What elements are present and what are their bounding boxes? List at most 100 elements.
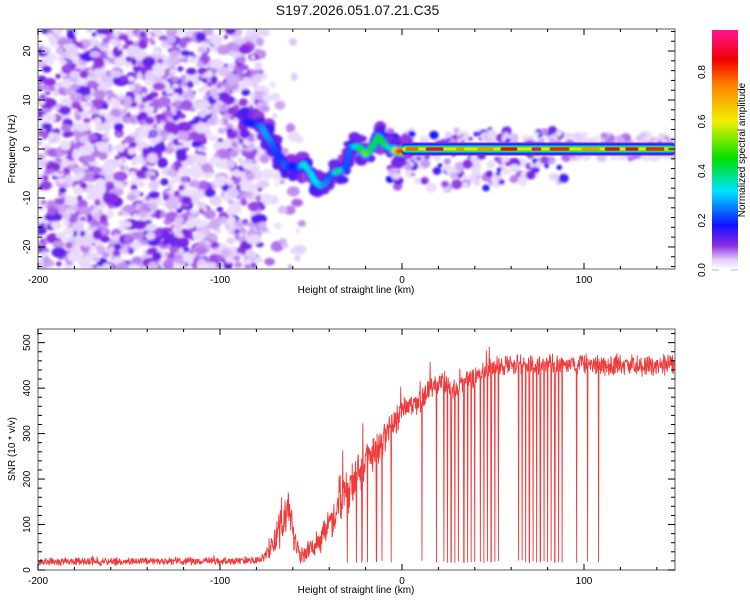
noise-speckle [43, 77, 57, 87]
noise-speckle [244, 265, 251, 269]
noise-speckle [62, 44, 69, 49]
noise-speckle [238, 232, 244, 238]
noise-speckle [180, 81, 188, 87]
noise-speckle [244, 255, 249, 260]
spectrogram-x-tick-label: 0 [399, 275, 405, 286]
noise-speckle [50, 220, 62, 230]
signal-halo [295, 151, 310, 160]
noise-speckle [64, 195, 78, 206]
snr-y-tick-label: 0 [22, 567, 33, 573]
sideband-speckle [509, 163, 520, 173]
sideband-speckle [474, 180, 481, 186]
signal-track-core [342, 165, 349, 172]
noise-speckle [165, 256, 174, 268]
noise-speckle [153, 75, 163, 85]
noise-speckle [245, 234, 262, 245]
noise-speckle [80, 182, 88, 189]
snr-x-tick-label: -100 [210, 576, 230, 587]
noise-speckle [47, 206, 57, 216]
sideband-speckle [468, 136, 473, 141]
sideband-speckle [449, 172, 458, 180]
noise-speckle [121, 221, 132, 228]
noise-speckle [60, 139, 71, 151]
noise-speckle [60, 123, 72, 133]
noise-speckle [38, 157, 47, 169]
noise-speckle [186, 55, 194, 63]
sideband-speckle [529, 135, 535, 140]
noise-speckle [117, 96, 123, 102]
noise-speckle [255, 37, 264, 47]
noise-speckle [227, 131, 237, 140]
noise-speckle [240, 80, 250, 88]
noise-speckle [52, 89, 60, 97]
noise-speckle [220, 86, 226, 92]
noise-speckle [181, 196, 192, 205]
noise-speckle [42, 175, 49, 181]
noise-speckle [116, 132, 122, 137]
noise-speckle [46, 224, 52, 230]
noise-speckle [55, 261, 62, 267]
sideband-speckle [600, 137, 606, 143]
noise-speckle [134, 209, 140, 215]
noise-speckle [226, 75, 240, 86]
noise-speckle [126, 193, 137, 201]
noise-speckle [51, 247, 67, 258]
noise-speckle [182, 246, 190, 252]
noise-speckle [233, 255, 241, 261]
noise-speckle [92, 256, 101, 263]
noise-speckle [118, 33, 129, 41]
noise-speckle [82, 143, 95, 152]
noise-speckle [201, 43, 210, 49]
sideband-speckle [462, 135, 471, 142]
carrier-hotspot [604, 147, 620, 151]
sideband-speckle [432, 166, 442, 175]
noise-speckle [259, 105, 270, 113]
noise-speckle [284, 205, 296, 215]
sideband-speckle [538, 137, 545, 144]
noise-speckle [270, 240, 284, 252]
noise-speckle [128, 83, 135, 91]
noise-speckle [251, 164, 261, 172]
colorbar-tick-label: 0.0 [697, 263, 708, 277]
sideband-speckle [503, 126, 511, 133]
sideband-speckle [644, 133, 651, 140]
noise-speckle [94, 122, 104, 132]
noise-speckle [177, 66, 184, 72]
noise-speckle [252, 29, 262, 35]
noise-speckle [97, 149, 108, 161]
noise-speckle [182, 229, 190, 238]
noise-speckle [113, 33, 119, 38]
noise-speckle [71, 84, 80, 90]
noise-speckle [147, 261, 159, 269]
noise-speckle [102, 220, 108, 227]
noise-speckle [256, 179, 270, 189]
noise-speckle [226, 158, 236, 169]
noise-speckle [93, 68, 104, 77]
noise-speckle [170, 68, 177, 75]
noise-speckle [152, 82, 166, 91]
snr-y-tick-label: 200 [22, 470, 33, 487]
noise-speckle [108, 38, 118, 46]
spectrogram-x-tick-label: -100 [210, 275, 230, 286]
noise-speckle [245, 197, 251, 202]
noise-speckle [91, 39, 100, 46]
noise-speckle [84, 255, 91, 261]
noise-speckle [52, 29, 64, 35]
noise-speckle [138, 111, 148, 120]
carrier-hotspot [581, 147, 600, 151]
noise-speckle [79, 109, 91, 118]
noise-speckle [285, 123, 296, 133]
noise-speckle [199, 109, 207, 118]
sideband-speckle [443, 158, 451, 165]
noise-speckle [220, 248, 231, 259]
noise-speckle [96, 141, 110, 153]
noise-speckle [171, 83, 180, 89]
carrier-hotspot [500, 147, 518, 151]
noise-speckle [180, 74, 188, 83]
noise-speckle [260, 193, 273, 204]
noise-speckle [104, 70, 112, 76]
snr-y-tick-label: 100 [22, 516, 33, 533]
sideband-speckle [433, 154, 442, 162]
noise-speckle [57, 177, 66, 184]
noise-speckle [89, 50, 101, 58]
